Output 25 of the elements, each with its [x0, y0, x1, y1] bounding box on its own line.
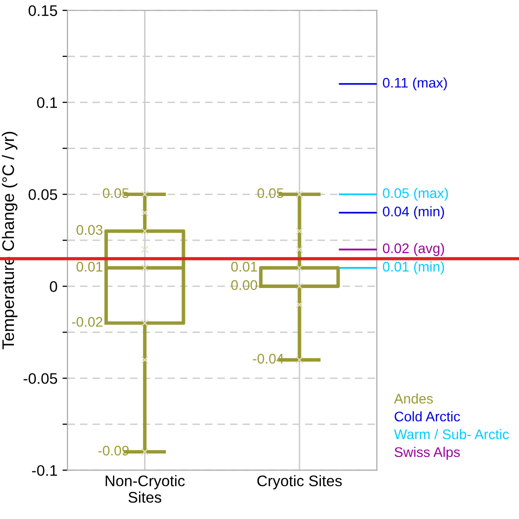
text: Warm / Sub- Arctic: [394, 429, 509, 440]
y-tick-label: 0.15: [28, 5, 58, 16]
x-tick-label: Cryotic Sites: [257, 475, 342, 490]
ref-line-label: 0.05 (max): [382, 188, 448, 201]
y-tick-label: -0.05: [24, 373, 58, 384]
y-tick-label: 0: [50, 281, 58, 292]
text: -0.02: [72, 316, 102, 327]
x-tick-label: Non-Cryotic Sites: [106, 475, 185, 503]
text: 0.01: [76, 262, 102, 272]
text: Andes: [394, 393, 433, 404]
y-tick-label: -0.1: [32, 465, 58, 476]
text: 0.05: [102, 188, 129, 198]
text: 0.03: [76, 224, 102, 235]
text: 0.05: [258, 188, 284, 198]
y-tick-label: 0.1: [37, 97, 58, 108]
y-axis-title: Temperature Change (°C / yr): [2, 132, 18, 350]
text: Swiss Alps: [394, 446, 460, 460]
ref-line-label: 0.01 (min): [382, 261, 444, 274]
ref-line-label: 0.11 (max): [382, 77, 447, 90]
ref-line-label: 0.02 (avg): [382, 243, 444, 256]
y-tick-label: 0.05: [28, 189, 58, 200]
ref-line-label: 0.04 (min): [382, 206, 444, 220]
text: 0.00: [231, 280, 258, 290]
text: 0.01: [231, 262, 258, 272]
text: Cold Arctic: [394, 411, 460, 422]
